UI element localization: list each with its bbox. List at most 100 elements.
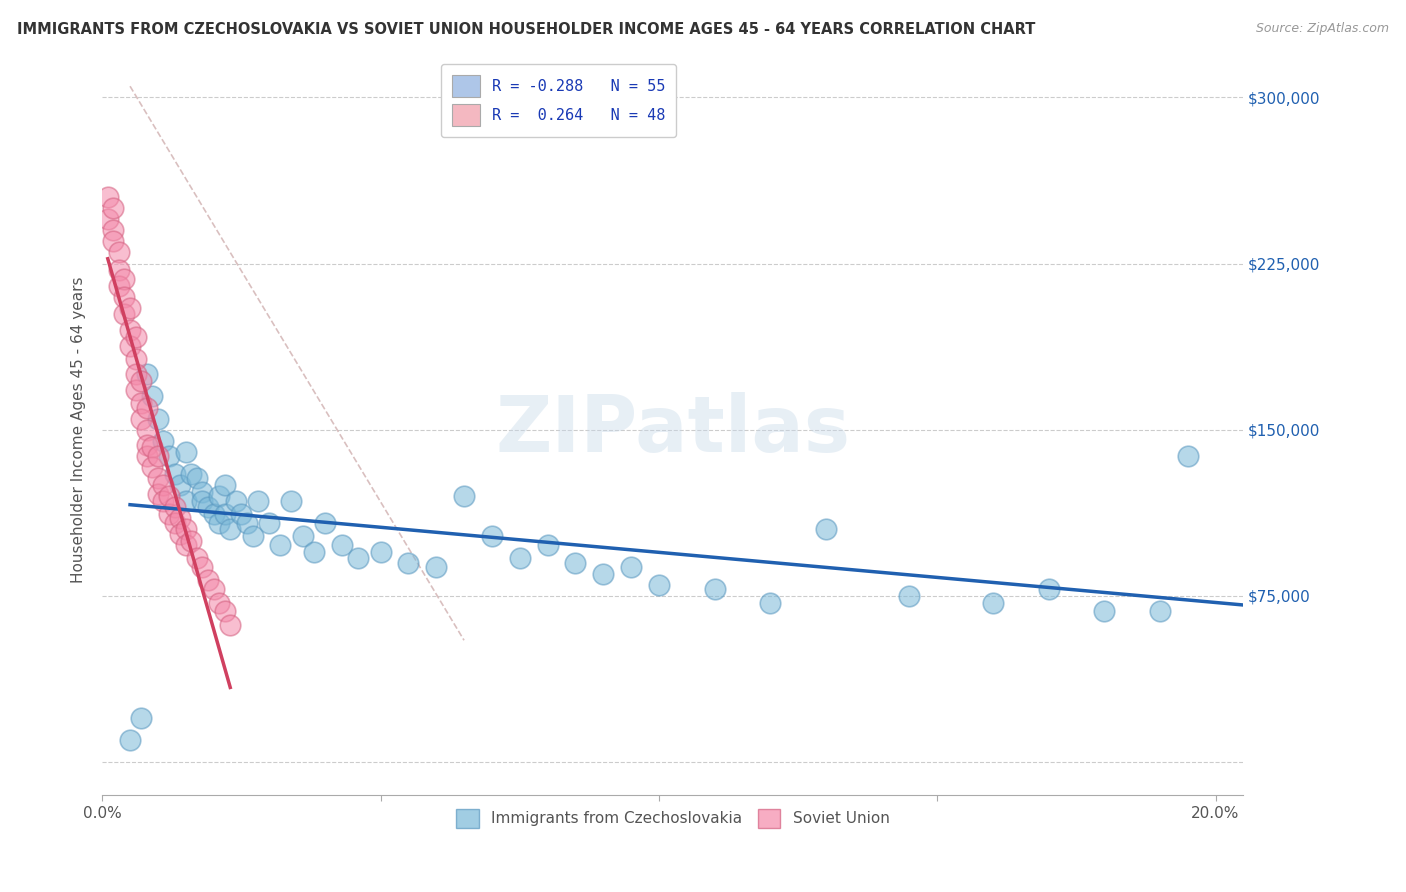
Point: [242, 529, 264, 543]
Point: [197, 500, 219, 515]
Point: [97, 212, 120, 227]
Point: [174, 493, 197, 508]
Point: [202, 582, 225, 597]
Point: [118, 323, 141, 337]
Legend: Immigrants from Czechoslovakia, Soviet Union: Immigrants from Czechoslovakia, Soviet U…: [449, 801, 897, 835]
Point: [191, 484, 214, 499]
Point: [152, 434, 174, 448]
Point: [1149, 604, 1171, 618]
Point: [1177, 450, 1199, 464]
Point: [620, 560, 643, 574]
Point: [114, 272, 136, 286]
Point: [135, 450, 157, 464]
Point: [257, 516, 280, 530]
Point: [219, 523, 242, 537]
Text: Source: ZipAtlas.com: Source: ZipAtlas.com: [1256, 22, 1389, 36]
Point: [169, 527, 191, 541]
Point: [118, 733, 141, 747]
Point: [97, 190, 120, 204]
Point: [124, 368, 146, 382]
Point: [180, 533, 202, 548]
Point: [103, 201, 125, 215]
Point: [174, 523, 197, 537]
Point: [703, 582, 725, 597]
Point: [898, 589, 921, 603]
Point: [280, 493, 302, 508]
Point: [1038, 582, 1060, 597]
Point: [174, 445, 197, 459]
Point: [118, 301, 141, 315]
Point: [141, 389, 163, 403]
Point: [330, 538, 353, 552]
Point: [481, 529, 503, 543]
Point: [108, 263, 131, 277]
Point: [141, 460, 163, 475]
Point: [146, 450, 169, 464]
Point: [108, 245, 131, 260]
Point: [157, 489, 180, 503]
Point: [114, 308, 136, 322]
Point: [152, 478, 174, 492]
Point: [648, 578, 671, 592]
Point: [146, 487, 169, 501]
Point: [347, 551, 370, 566]
Y-axis label: Householder Income Ages 45 - 64 years: Householder Income Ages 45 - 64 years: [72, 277, 86, 583]
Point: [163, 500, 186, 515]
Point: [135, 401, 157, 415]
Point: [191, 560, 214, 574]
Point: [225, 493, 247, 508]
Point: [314, 516, 336, 530]
Point: [124, 383, 146, 397]
Point: [509, 551, 531, 566]
Point: [759, 596, 782, 610]
Point: [219, 617, 242, 632]
Point: [247, 493, 270, 508]
Point: [208, 596, 231, 610]
Point: [396, 556, 419, 570]
Point: [157, 450, 180, 464]
Point: [141, 441, 163, 455]
Point: [180, 467, 202, 481]
Point: [564, 556, 586, 570]
Point: [1092, 604, 1115, 618]
Point: [163, 516, 186, 530]
Point: [114, 290, 136, 304]
Point: [291, 529, 314, 543]
Text: IMMIGRANTS FROM CZECHOSLOVAKIA VS SOVIET UNION HOUSEHOLDER INCOME AGES 45 - 64 Y: IMMIGRANTS FROM CZECHOSLOVAKIA VS SOVIET…: [17, 22, 1035, 37]
Point: [214, 478, 236, 492]
Point: [169, 511, 191, 525]
Point: [163, 467, 186, 481]
Point: [157, 507, 180, 521]
Point: [103, 223, 125, 237]
Point: [174, 538, 197, 552]
Point: [302, 544, 325, 558]
Point: [124, 329, 146, 343]
Point: [814, 523, 837, 537]
Point: [208, 489, 231, 503]
Point: [453, 489, 475, 503]
Point: [129, 374, 152, 388]
Point: [146, 471, 169, 485]
Point: [236, 516, 259, 530]
Point: [191, 493, 214, 508]
Point: [108, 278, 131, 293]
Point: [208, 516, 231, 530]
Point: [981, 596, 1004, 610]
Point: [135, 438, 157, 452]
Point: [146, 411, 169, 425]
Point: [269, 538, 291, 552]
Point: [214, 604, 236, 618]
Point: [129, 411, 152, 425]
Point: [536, 538, 558, 552]
Point: [186, 471, 208, 485]
Point: [231, 507, 253, 521]
Point: [135, 368, 157, 382]
Point: [135, 423, 157, 437]
Point: [103, 235, 125, 249]
Point: [370, 544, 392, 558]
Point: [202, 507, 225, 521]
Point: [425, 560, 447, 574]
Point: [129, 711, 152, 725]
Point: [118, 338, 141, 352]
Text: ZIPatlas: ZIPatlas: [495, 392, 851, 467]
